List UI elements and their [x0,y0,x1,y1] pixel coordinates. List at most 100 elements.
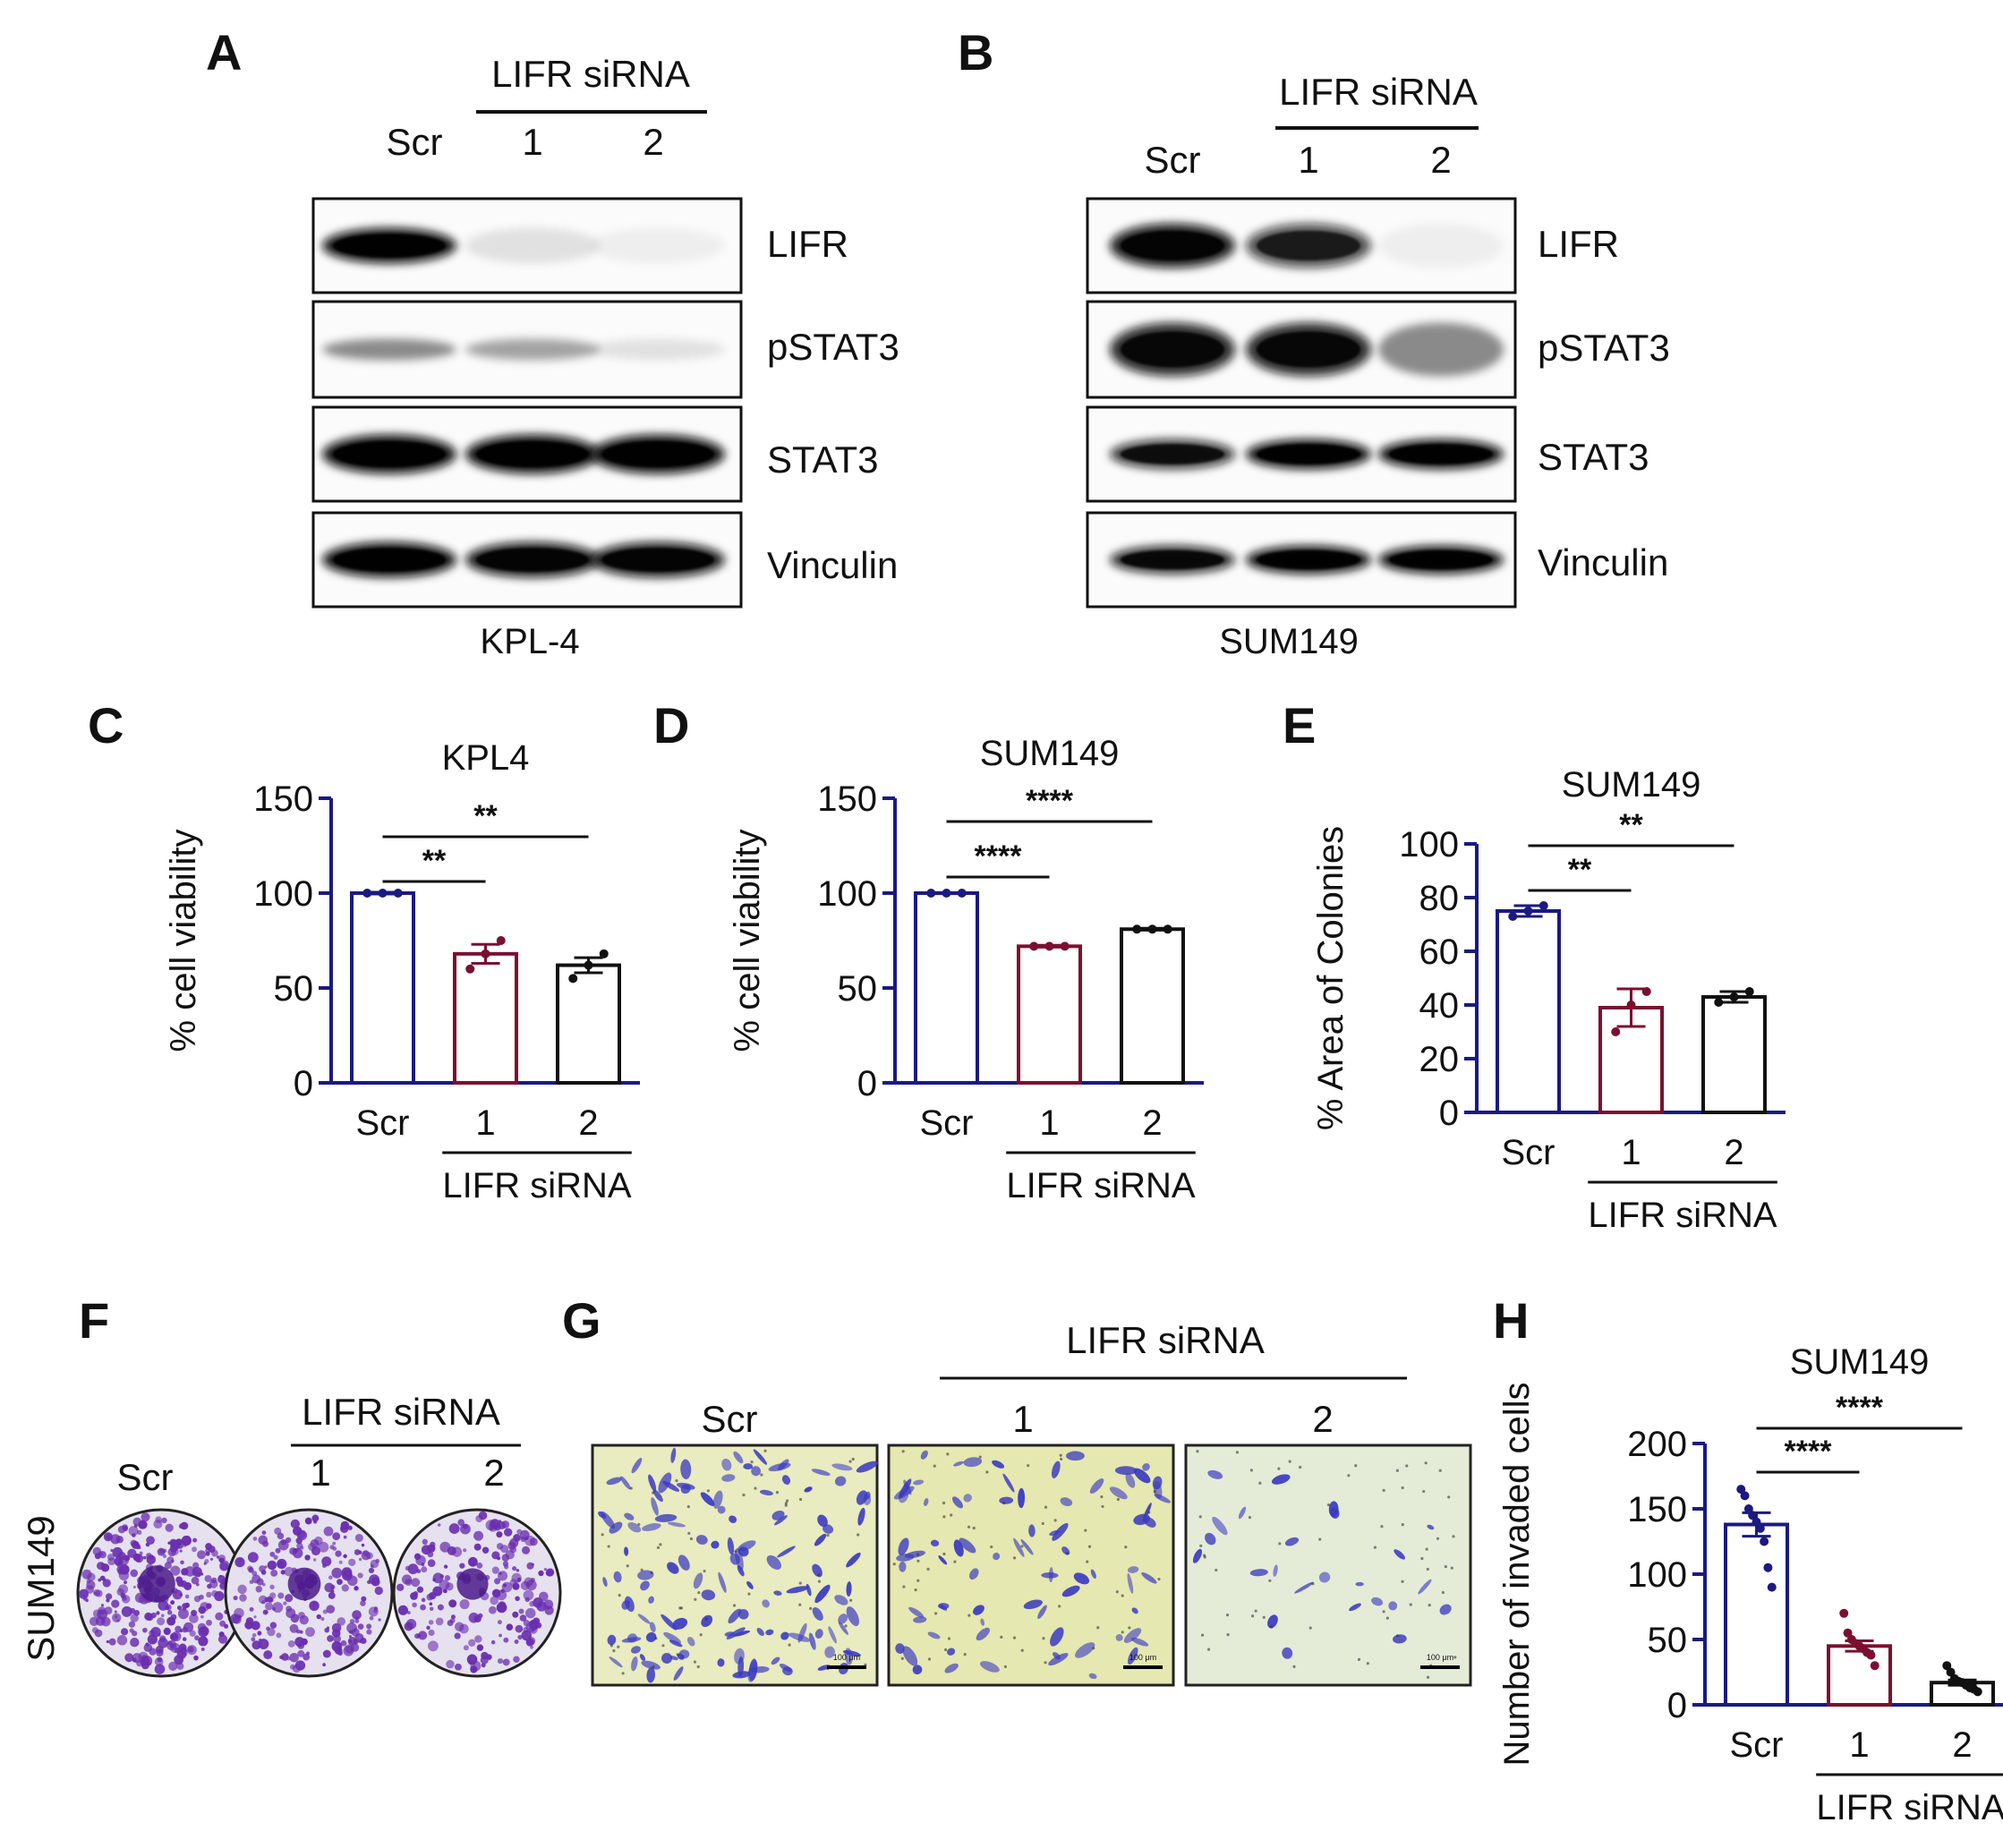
colony [204,1575,212,1582]
invaded-cell [1075,1642,1095,1658]
colony [333,1634,342,1643]
membrane-pore [656,1546,661,1549]
membrane-pore [706,1489,710,1493]
colony [118,1584,129,1595]
invaded-cell [1355,1581,1364,1587]
y-axis-label: % cell viability [728,830,767,1052]
panel-b-lane-label: 2 [1430,139,1451,181]
scale-bar-label: 100 μm [833,1653,860,1662]
colony [258,1595,268,1605]
invaded-cell [913,1479,925,1486]
invaded-cell [1052,1522,1069,1541]
significance-label: **** [1785,1435,1833,1469]
panel-b-blots [1086,197,1517,609]
panel-d: D SUM149 % cell viability 0 50 100 150 Scr 1 2 LI… [653,697,1204,1205]
invaded-cell [824,1646,835,1658]
membrane-pore [1235,1451,1240,1454]
x-tick-label: 2 [578,1103,598,1143]
x-tick-label: Scr [356,1103,410,1143]
colony [470,1660,482,1672]
invaded-cell [1060,1497,1073,1507]
membrane-pore [901,1450,905,1453]
panel-a-lane-label: 1 [522,121,542,163]
invaded-cell [701,1614,713,1628]
colony [311,1514,320,1522]
colony [181,1535,192,1546]
invaded-cell [893,1486,915,1500]
membrane-pore [1428,1604,1431,1607]
invaded-cell [1273,1564,1278,1577]
membrane-pore [916,1553,920,1556]
membrane-pore [1087,1545,1092,1548]
panel-b-cell-line: SUM149 [1219,622,1359,661]
invaded-cell [765,1629,774,1636]
colony [305,1627,315,1637]
colony [368,1606,379,1617]
colony [191,1576,200,1585]
colony [503,1637,509,1643]
invaded-cell [863,1494,872,1506]
colony [332,1532,341,1541]
invaded-cell [721,1474,736,1482]
membrane-pore [942,1552,946,1556]
invaded-cell [1318,1571,1331,1583]
colony [360,1600,366,1606]
colony [301,1638,308,1646]
colony [316,1614,321,1620]
invaded-cell [908,1606,925,1618]
colony [92,1546,102,1556]
invaded-cell [624,1596,635,1613]
colony [523,1626,529,1633]
invaded-cell [927,1631,941,1639]
colony [422,1538,428,1545]
colony [98,1578,102,1582]
invaded-cell [898,1537,909,1556]
membrane-pore [629,1486,633,1490]
invaded-cell [846,1552,861,1568]
colony [170,1614,177,1621]
data-point [378,889,388,898]
data-point [1538,901,1548,910]
colony [144,1612,153,1621]
membrane-pore [849,1598,853,1602]
colony [306,1651,311,1656]
membrane-pore [1041,1521,1044,1526]
colony [447,1620,454,1627]
invaded-cell [673,1665,684,1681]
membrane-pore [1027,1464,1030,1468]
membrane-pore [675,1479,678,1483]
invaded-cell [969,1568,979,1580]
invaded-cell [680,1484,691,1495]
membrane-pore [1424,1461,1428,1465]
colony [177,1608,189,1620]
membrane-pore [946,1452,950,1456]
membrane-pore [1020,1648,1024,1652]
invaded-cell [939,1604,948,1611]
colony [199,1625,209,1637]
membrane-pore [1299,1465,1302,1469]
invaded-cell [601,1511,616,1529]
invaded-cell [637,1614,651,1624]
invaded-cell [780,1631,789,1640]
data-point [1752,1517,1761,1527]
membrane-pore [1100,1495,1104,1499]
membrane-pore [942,1515,946,1519]
panel-a: A LIFR siRNA Scr 1 2 LIFR pSTAT3 STAT3 V… [206,24,899,661]
data-point [1626,1001,1636,1009]
data-point [1744,987,1754,996]
membrane-pore [1277,1467,1281,1470]
colony [304,1517,312,1525]
colony [277,1592,285,1599]
colony [192,1537,198,1543]
colony [290,1519,301,1529]
colony [253,1615,257,1619]
membrane-pore [1396,1634,1400,1638]
colony [204,1559,209,1564]
invaded-cell [993,1552,1001,1561]
y-tick-label: 100 [817,874,877,914]
colony [106,1593,113,1600]
invaded-cell [737,1546,749,1557]
colony-cluster [456,1568,489,1600]
blot-band-core [1257,331,1360,368]
data-point [1029,941,1039,951]
